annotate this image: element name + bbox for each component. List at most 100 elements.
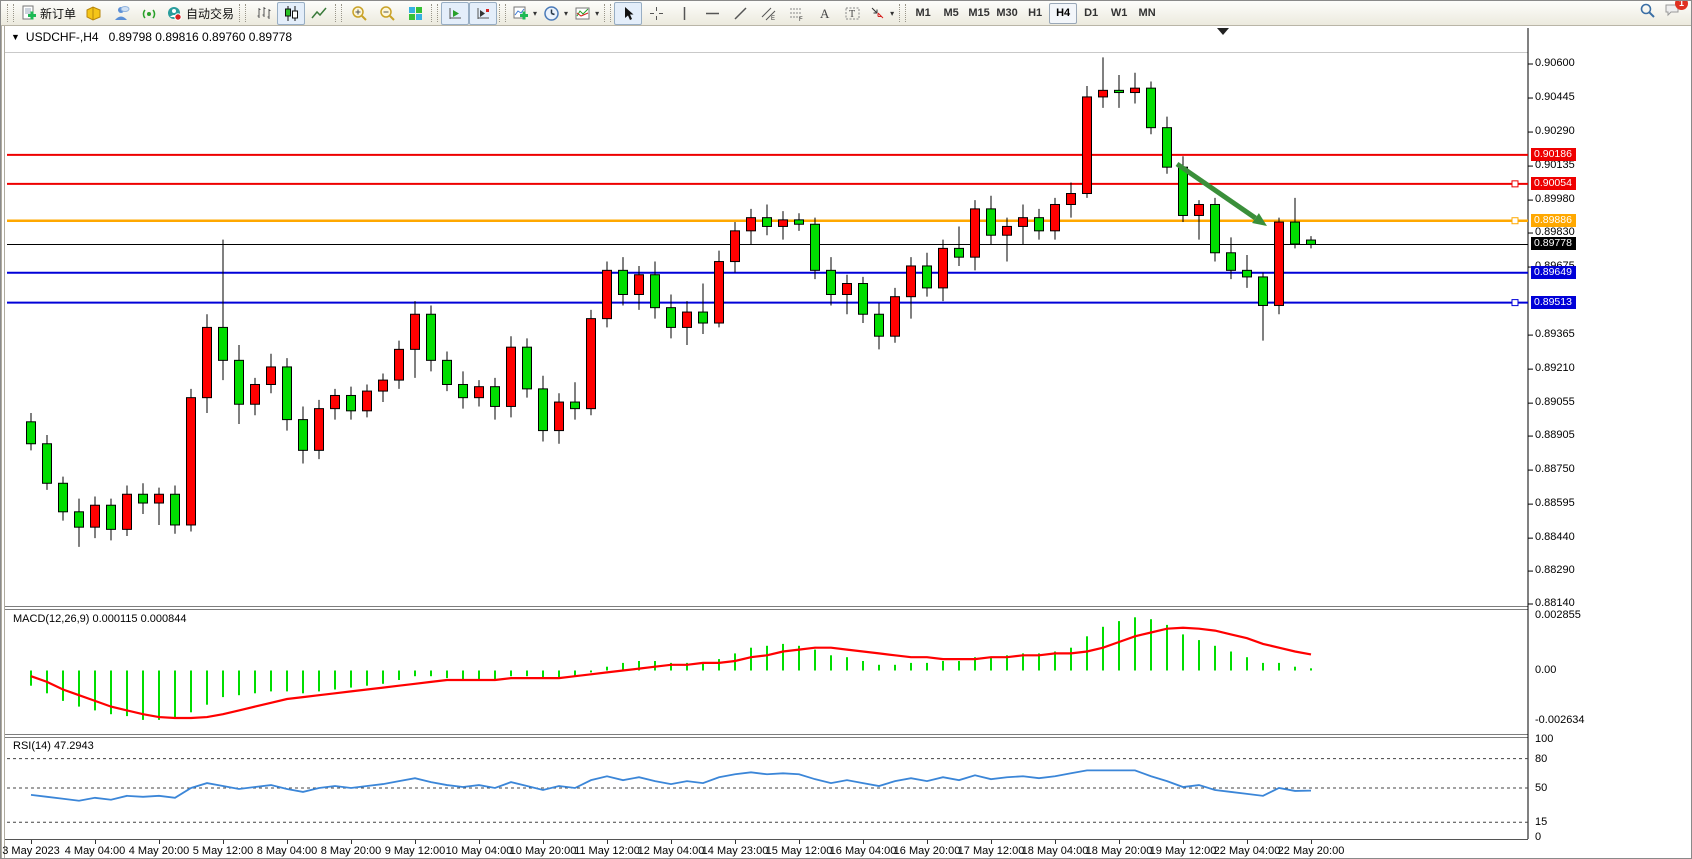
crosshair-tool-button[interactable] [642, 2, 670, 25]
toolbar-grip[interactable] [431, 4, 439, 22]
toolbar-grip[interactable] [239, 4, 247, 22]
candle-body [506, 346, 516, 407]
chart-collapse-icon[interactable]: ▼ [11, 32, 20, 42]
candle-body [1130, 87, 1140, 94]
toolbar-grip[interactable] [335, 4, 343, 22]
line-chart-button[interactable] [305, 2, 333, 25]
time-axis-tick [1247, 840, 1248, 844]
chart-shift-marker-icon[interactable] [1217, 28, 1229, 35]
indicators-button[interactable]: ▾ [509, 2, 540, 25]
candle-body [1146, 87, 1156, 129]
timeframe-mn-button[interactable]: MN [1138, 7, 1156, 19]
signal-icon [141, 5, 158, 22]
timeframe-m15-button[interactable]: M15 [968, 7, 990, 19]
market-watch-button[interactable] [79, 2, 107, 25]
candle-body [1258, 276, 1268, 306]
candle-body [1050, 203, 1060, 232]
signals-button[interactable] [135, 2, 163, 25]
timeframe-h1-button[interactable]: H1 [1028, 7, 1043, 19]
zoom-out-button[interactable] [373, 2, 401, 25]
trendline-icon [732, 5, 749, 22]
notification-badge: 1 [1675, 1, 1688, 10]
candle-body [746, 217, 756, 232]
candle-body [1002, 225, 1012, 236]
macd-splitter[interactable] [5, 606, 1528, 607]
candle-body [666, 307, 676, 328]
text-label-button[interactable]: T [838, 2, 866, 25]
price-axis-label: 0.88440 [1535, 531, 1575, 544]
candle-body [954, 247, 964, 258]
time-axis-tick [287, 840, 288, 844]
candle-body [714, 261, 724, 324]
candle-body [442, 359, 452, 385]
price-axis-label: 0.90600 [1535, 57, 1575, 69]
auto-trading-button[interactable]: 自动交易 [163, 2, 237, 25]
candle-body [1274, 221, 1284, 306]
vertical-line-button[interactable] [670, 2, 698, 25]
horizontal-line-button[interactable] [698, 2, 726, 25]
macd-indicator-label: MACD(12,26,9) 0.000115 0.000844 [13, 613, 187, 625]
timeframe-m30-button[interactable]: M30 [996, 7, 1018, 19]
chart-autoscroll-button[interactable] [469, 1, 498, 25]
time-axis-tick [607, 840, 608, 844]
toolbar-grip[interactable] [899, 4, 907, 22]
new-order-button[interactable]: 新订单 [17, 2, 79, 25]
candle-body [138, 493, 148, 504]
candle-body [1194, 203, 1204, 216]
crosshair-icon [648, 5, 665, 22]
trend-arrow-head[interactable] [1252, 213, 1267, 226]
price-axis-label: 0.88595 [1535, 497, 1575, 510]
toolbar-grip[interactable] [499, 4, 507, 22]
bar-chart-button[interactable] [249, 2, 277, 25]
zoom-in-button[interactable] [345, 2, 373, 25]
timeframe-m1-button[interactable]: M1 [915, 7, 931, 19]
timeframe-d1-button[interactable]: D1 [1084, 7, 1099, 19]
toolbar-grip[interactable] [604, 4, 612, 22]
dropdown-caret-icon[interactable]: ▾ [533, 8, 538, 18]
fibonacci-button[interactable]: F [782, 2, 810, 25]
dropdown-caret-icon[interactable]: ▾ [595, 8, 600, 18]
macd-axis-label: 0.002855 [1535, 609, 1581, 622]
timeframe-m5-button[interactable]: M5 [943, 7, 959, 19]
arrows-tool-button[interactable]: ▾ [866, 2, 897, 25]
toolbar-grip[interactable] [7, 4, 14, 22]
candle-body [538, 388, 548, 432]
candle-body [730, 230, 740, 263]
time-axis[interactable]: 3 May 2023 4 May 04:00 4 May 20:00 5 May 12… [2, 839, 1528, 858]
candle-body [938, 247, 948, 289]
notifications-chat-icon[interactable]: 1 [1664, 1, 1688, 24]
chart-title-row[interactable]: ▼ USDCHF-,H4 0.89798 0.89816 0.89760 0.8… [11, 30, 292, 44]
equidistant-channel-button[interactable]: E [754, 2, 782, 25]
time-axis-label: 16 May 20:00 [893, 845, 961, 857]
candlestick-button[interactable] [277, 1, 306, 25]
candle-body [58, 482, 68, 513]
chart-shift-button[interactable] [441, 1, 470, 25]
time-axis-tick [927, 840, 928, 844]
line-handle[interactable] [1511, 180, 1519, 188]
trend-arrow-annotation[interactable] [1175, 161, 1257, 221]
chart-ohlc-readout: 0.89798 0.89816 0.89760 0.89778 [108, 30, 293, 44]
text-tool-button[interactable]: A [810, 2, 838, 25]
time-axis-tick [1311, 840, 1312, 844]
time-axis-label: 14 May 23:00 [701, 845, 769, 857]
trendline-button[interactable] [726, 2, 754, 25]
search-icon[interactable] [1639, 2, 1656, 24]
rsi-splitter[interactable] [5, 734, 1528, 735]
templates-button[interactable]: ▾ [571, 2, 602, 25]
rsi-axis-label: 100 [1535, 733, 1554, 745]
timeframe-w1-button[interactable]: W1 [1110, 7, 1128, 19]
time-axis-label: 18 May 04:00 [1021, 845, 1089, 857]
price-axis-label: 0.89210 [1535, 362, 1575, 375]
toolbar-button-label: 新订单 [40, 6, 77, 21]
periods-button[interactable]: ▾ [540, 2, 571, 25]
candle-body [858, 283, 868, 315]
line-handle[interactable] [1511, 217, 1519, 225]
line-handle[interactable] [1511, 299, 1519, 307]
community-button[interactable] [107, 2, 135, 25]
dropdown-caret-icon[interactable]: ▾ [564, 8, 569, 18]
tile-windows-button[interactable] [401, 2, 429, 25]
timeframe-h4-button[interactable]: H4 [1049, 2, 1078, 24]
dropdown-caret-icon[interactable]: ▾ [890, 8, 895, 18]
cursor-tool-button[interactable] [614, 1, 643, 25]
